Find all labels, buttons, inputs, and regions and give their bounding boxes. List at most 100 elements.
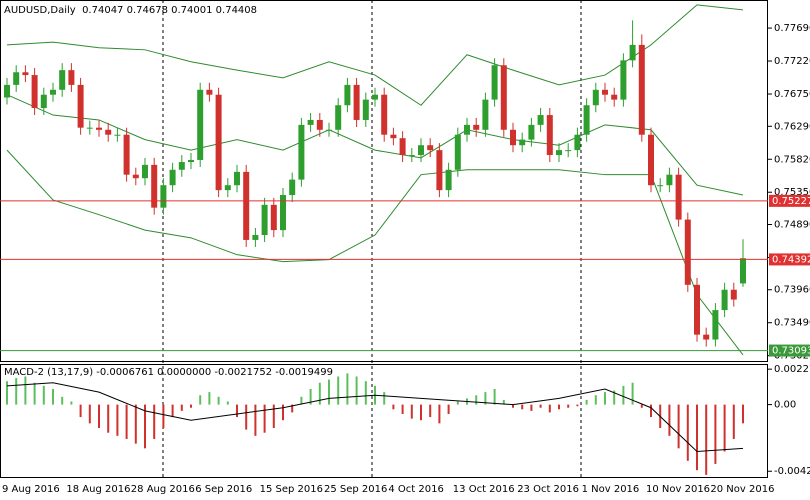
candle-body [730, 289, 737, 300]
price-panel [0, 0, 768, 362]
price-level-label: 0.75227 [772, 196, 810, 207]
histogram-bar [52, 388, 54, 405]
candle-body [114, 134, 121, 136]
candle-body [399, 138, 406, 156]
histogram-bar [309, 388, 312, 405]
histogram-bar [42, 385, 45, 405]
candle-body [464, 124, 470, 135]
histogram-bar [732, 404, 735, 439]
candle-body [510, 129, 516, 146]
candle-body [500, 65, 507, 130]
candle-body [353, 84, 360, 120]
histogram-bar [604, 392, 606, 405]
histogram-bar [88, 404, 91, 424]
x-tick-label: 15 Sep 2016 [260, 484, 323, 495]
candle-body [528, 124, 535, 140]
candle-body [280, 195, 286, 231]
histogram-bar [208, 392, 211, 405]
candle-body [234, 171, 240, 186]
histogram-bar [686, 404, 689, 461]
histogram-bar [162, 404, 165, 429]
price-level-box [769, 194, 810, 207]
histogram-bar [502, 399, 505, 405]
x-tick-label: 1 Nov 2016 [582, 484, 640, 495]
candle-body [215, 94, 222, 191]
candle-body [169, 169, 176, 186]
histogram-bar [742, 404, 744, 424]
histogram-bar [15, 378, 18, 405]
histogram-bar [696, 404, 698, 471]
indicator-title: MACD-2 (13,17,9) -0.0006761 0.0000000 -0… [4, 367, 333, 378]
histogram-bar [401, 404, 404, 414]
histogram-bar [263, 404, 266, 433]
candle-body [381, 94, 388, 135]
candle-body [316, 119, 323, 130]
x-tick-label: 10 Nov 2016 [646, 484, 710, 495]
histogram-bar [650, 404, 652, 418]
x-tick-label: 6 Sep 2016 [195, 484, 252, 495]
histogram-bar [346, 373, 349, 405]
candle-body [684, 219, 691, 285]
candle-body [657, 185, 664, 187]
x-tick-label: 18 Aug 2016 [66, 484, 130, 495]
candle-body [418, 145, 424, 156]
candle-body [344, 84, 351, 106]
histogram-bar [199, 395, 202, 405]
candle-body [390, 134, 397, 139]
candle-body [638, 44, 645, 135]
candle-body [620, 60, 627, 100]
candle-body [31, 75, 38, 109]
histogram-bar [420, 404, 422, 421]
price-level-label: 0.73093 [772, 346, 810, 357]
histogram-bar [475, 395, 478, 405]
candle-body [105, 129, 112, 135]
histogram-bar [548, 404, 551, 413]
x-tick-label: 13 Oct 2016 [453, 484, 515, 495]
candle-body [592, 89, 599, 106]
macd-panel [0, 364, 768, 478]
price-level-box [769, 253, 810, 266]
histogram-bar [383, 392, 386, 405]
candle-body [77, 84, 84, 128]
candle-body [427, 145, 434, 151]
histogram-bar [392, 404, 395, 410]
histogram-bar [6, 381, 8, 405]
histogram-bar [484, 392, 487, 405]
histogram-bar [567, 404, 570, 408]
candle-body [574, 134, 581, 151]
candle-body [565, 150, 572, 152]
candle-body [372, 94, 378, 100]
x-tick-label: 23 Oct 2016 [517, 484, 579, 495]
y-tick-label: 0.73490 [774, 318, 810, 329]
histogram-bar [171, 404, 174, 418]
x-tick-label: 4 Oct 2016 [388, 484, 443, 495]
candle-body [454, 134, 461, 170]
histogram-bar [245, 404, 248, 430]
histogram-bar [594, 395, 597, 405]
candle-body [648, 134, 654, 186]
candle-body [188, 159, 194, 163]
histogram-bar [429, 404, 432, 418]
candle-body [298, 124, 305, 180]
candle-body [556, 150, 562, 156]
histogram-bar [328, 379, 330, 405]
histogram-bar [300, 396, 303, 405]
candle-body [289, 179, 296, 196]
histogram-bar [116, 404, 119, 436]
candle-body [445, 169, 452, 191]
histogram-bar [190, 404, 192, 408]
histogram-bar [539, 404, 542, 408]
candle-body [473, 124, 480, 130]
band-lower [6, 149, 744, 356]
histogram-bar [364, 381, 367, 405]
candle-body [362, 99, 369, 120]
histogram-bar [668, 404, 671, 436]
candle-body [602, 89, 608, 95]
histogram-bar [226, 401, 229, 405]
histogram-bar [355, 376, 358, 405]
candle-body [160, 185, 167, 208]
candle-body [611, 94, 618, 100]
band-middle [6, 94, 744, 196]
